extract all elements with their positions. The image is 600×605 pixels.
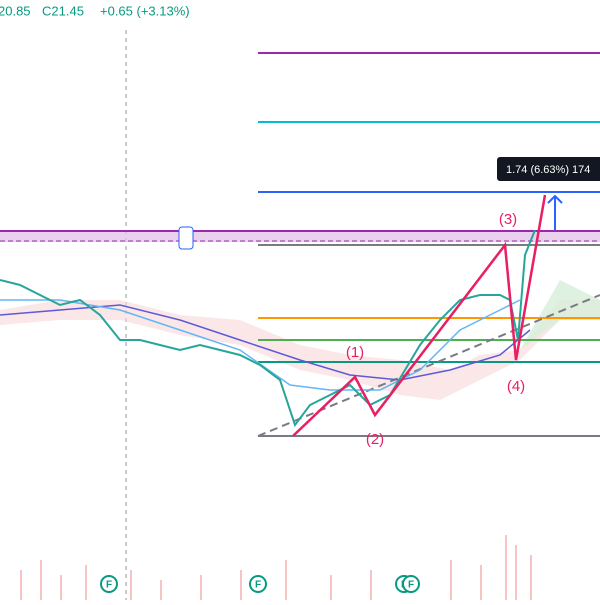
wave-label: (1) [346, 344, 364, 361]
event-marker-label: F [106, 580, 112, 591]
volume-bars [20, 535, 532, 600]
event-marker-label: F [408, 580, 414, 591]
event-marker[interactable] [100, 575, 118, 593]
ohlc-change: +0.65 (+3.13%) [100, 3, 190, 18]
trend-line [257, 294, 600, 437]
measure-arrow-head [547, 194, 563, 204]
zone-band [0, 230, 600, 242]
drag-handle[interactable] [178, 226, 194, 250]
wave-label: (4) [507, 378, 525, 395]
moving-average [0, 299, 521, 391]
cloud [0, 300, 600, 400]
cloud-green [520, 280, 600, 350]
wave-label: (2) [366, 431, 384, 448]
ohlc-low: 20.85 [0, 3, 31, 18]
measure-box [497, 157, 600, 181]
ohlc-close: C21.45 [42, 3, 84, 18]
measure-label: 1.74 (6.63%) 174 [506, 164, 590, 176]
event-marker[interactable] [249, 575, 267, 593]
event-marker-label: F [255, 580, 261, 591]
price-line [0, 229, 536, 428]
wave-line [292, 194, 547, 437]
wave-label: (3) [499, 211, 517, 228]
event-marker[interactable] [402, 575, 420, 593]
